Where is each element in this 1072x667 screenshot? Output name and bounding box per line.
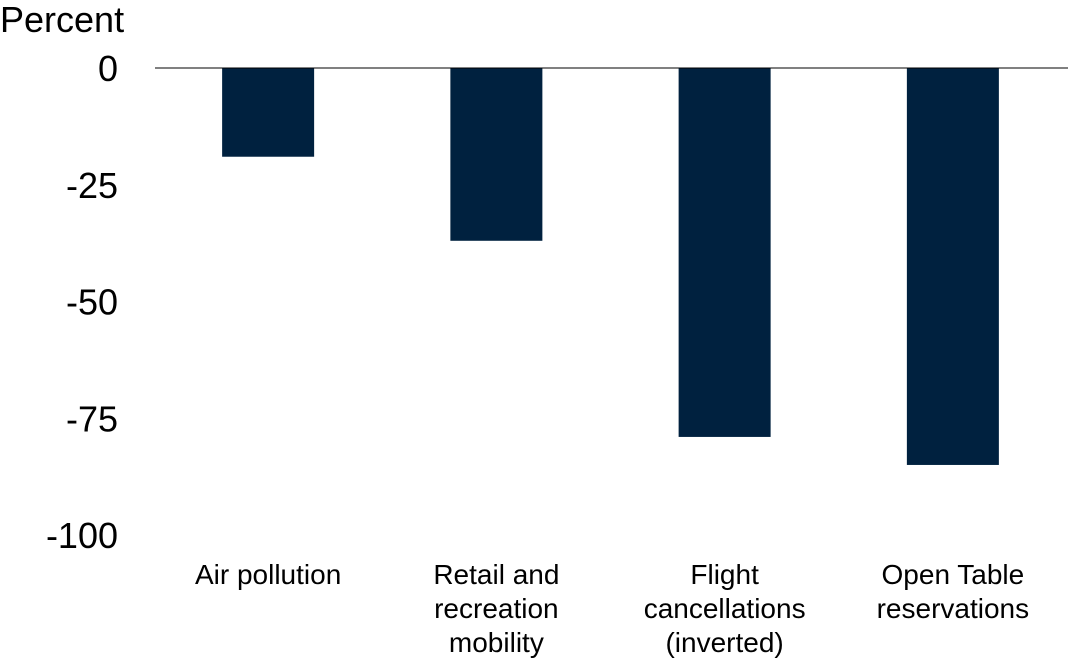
category-label: Open Table reservations <box>877 559 1030 624</box>
category-label: Air pollution <box>195 559 341 590</box>
bars <box>222 68 999 465</box>
y-unit-label: Percent <box>0 0 124 40</box>
y-tick-label: 0 <box>98 48 118 89</box>
y-tick-label: -100 <box>46 515 118 556</box>
y-tick-label: -75 <box>66 398 118 439</box>
bar <box>222 68 315 157</box>
category-label: Flight cancellations (inverted) <box>644 559 806 658</box>
y-tick-label: -50 <box>66 282 118 323</box>
y-axis-ticks: 0 -25 -50 -75 -100 <box>46 48 118 556</box>
y-tick-label: -25 <box>66 165 118 206</box>
bar <box>678 68 771 437</box>
category-labels: Air pollution Retail and recreation mobilit… <box>195 559 1029 658</box>
bar <box>906 68 999 465</box>
category-label: Retail and recreation mobility <box>433 559 559 658</box>
bar <box>450 68 543 241</box>
